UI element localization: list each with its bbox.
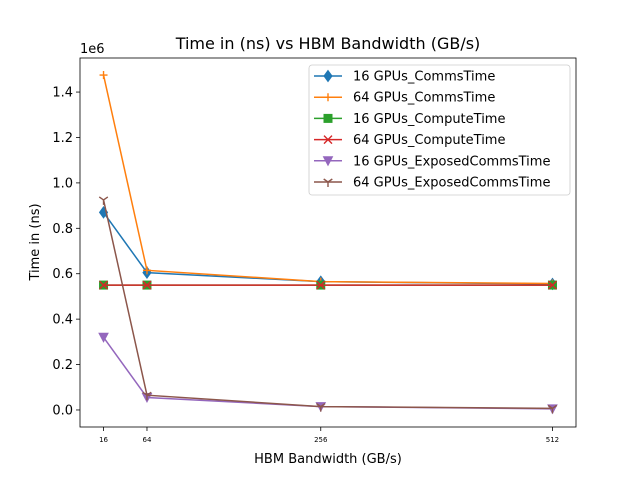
legend-item: 64 GPUs_CommsTime	[314, 91, 495, 106]
y-tick-label: 0.0	[52, 403, 73, 418]
data-point	[98, 332, 109, 343]
data-point	[547, 280, 557, 290]
y-axis-offset-label: 1e6	[80, 42, 105, 57]
legend-label: 64 GPUs_ComputeTime	[353, 133, 505, 148]
data-point	[316, 280, 326, 290]
legend: 16 GPUs_CommsTime 64 GPUs_CommsTime 16 GPU…	[308, 64, 571, 196]
data-point	[99, 280, 109, 290]
y-tick-label: 1.2	[52, 131, 73, 146]
x-tick-label: 64	[143, 436, 152, 444]
legend-item: 16 GPUs_CommsTime	[314, 70, 495, 85]
x-tick-label: 256	[314, 436, 328, 444]
x-tick-label: 16	[99, 436, 108, 444]
x-axis-label: HBM Bandwidth (GB/s)	[254, 452, 402, 467]
data-point	[142, 280, 152, 290]
x-axis-ticks: 16 64 256 512	[99, 427, 559, 444]
legend-item: 16 GPUs_ComputeTime	[314, 112, 505, 127]
legend-item: 16 GPUs_ExposedCommsTime	[314, 154, 550, 169]
data-point	[323, 178, 333, 187]
series-layer	[98, 71, 558, 415]
y-axis-label: Time in (ns)	[28, 203, 43, 281]
series-path	[102, 199, 553, 410]
plot-area	[79, 57, 577, 428]
data-point	[323, 113, 333, 123]
chart-title: Time in (ns) vs HBM Bandwidth (GB/s)	[175, 34, 481, 53]
axes-frame	[79, 57, 577, 428]
data-point	[142, 266, 151, 275]
data-point	[98, 196, 109, 205]
legend-label: 16 GPUs_CommsTime	[353, 70, 495, 85]
y-tick-label: 0.6	[52, 267, 73, 282]
y-tick-label: 1.4	[52, 86, 73, 101]
series-line	[99, 280, 557, 290]
legend-label: 16 GPUs_ExposedCommsTime	[353, 154, 550, 169]
data-point	[323, 135, 333, 145]
legend-item: 64 GPUs_ExposedCommsTime	[314, 176, 550, 191]
data-point	[142, 391, 152, 401]
y-axis-ticks: 0.0 0.2 0.4 0.6 0.8 1.0 1.2 1.4	[52, 86, 80, 418]
data-point	[322, 156, 334, 167]
y-tick-label: 0.8	[52, 222, 73, 237]
data-point	[99, 71, 108, 80]
legend-box	[308, 64, 571, 196]
series-path	[102, 74, 553, 285]
y-tick-label: 1.0	[52, 176, 73, 191]
legend-label: 64 GPUs_CommsTime	[353, 91, 495, 106]
y-tick-label: 0.2	[52, 358, 73, 373]
legend-item: 64 GPUs_ComputeTime	[314, 133, 505, 148]
data-point	[547, 404, 558, 414]
legend-label: 16 GPUs_ComputeTime	[353, 112, 505, 127]
series-line	[98, 196, 558, 414]
data-point	[324, 93, 332, 102]
y-tick-label: 0.4	[52, 313, 73, 328]
x-tick-label: 512	[546, 436, 559, 444]
data-point	[316, 402, 326, 412]
data-point	[323, 69, 333, 83]
legend-label: 64 GPUs_ExposedCommsTime	[353, 176, 550, 191]
